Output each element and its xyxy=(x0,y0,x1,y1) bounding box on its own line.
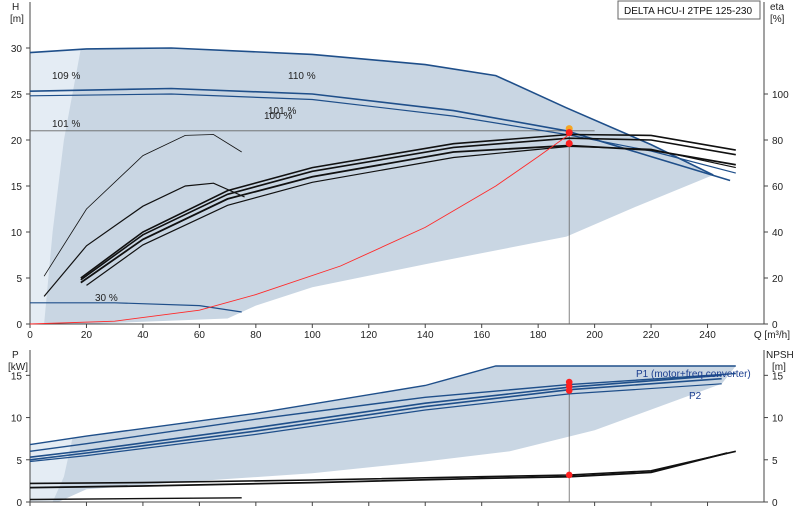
top-x-tick-label: 240 xyxy=(699,330,716,341)
operating-point-head xyxy=(565,129,573,137)
top-y-tick-label: 15 xyxy=(11,182,23,193)
bottom-y2-tick-label: 10 xyxy=(772,414,784,425)
top-x-tick-label: 160 xyxy=(473,330,490,341)
bottom-y2-axis-unit: [m] xyxy=(772,362,786,373)
bottom-y-tick-label: 5 xyxy=(16,456,22,467)
title-box xyxy=(617,0,761,20)
annotation-101-left: 101 % xyxy=(52,119,80,130)
series-p1-upper xyxy=(29,365,736,446)
series-eta-b2 xyxy=(80,137,736,281)
annotation-109: 109 % xyxy=(52,71,80,82)
bottom-y-tick-label: 15 xyxy=(11,371,23,382)
series-curve-30 xyxy=(30,302,242,313)
bottom-y2-tick-label: 0 xyxy=(772,498,778,509)
power-npsh-plot: 0 5 10 15 0 5 10 15 P[kW] NPSH[m] P1 (motor+freq.c… xyxy=(8,350,794,509)
bottom-y-tick-label: 0 xyxy=(16,498,22,509)
top-y-tick-label: 5 xyxy=(16,274,22,285)
top-x-tick-label: 20 xyxy=(81,330,93,341)
top-x-tick-label: 80 xyxy=(250,330,262,341)
top-y2-tick-label: 40 xyxy=(772,228,784,239)
x-axis-title: Q [m³/h] xyxy=(754,330,790,341)
annotation-100: 100 % xyxy=(264,111,292,122)
top-y-tick-label: 30 xyxy=(11,44,23,55)
annotation-30: 30 % xyxy=(95,293,118,304)
power-envelope-light xyxy=(30,438,73,502)
top-y2-axis-title: eta xyxy=(770,2,784,13)
operating-point-eta xyxy=(565,139,573,147)
top-x-tick-label: 120 xyxy=(360,330,377,341)
series-low-b xyxy=(29,452,728,489)
top-x-tick-label: 140 xyxy=(417,330,434,341)
top-y-tick-label: 20 xyxy=(11,136,23,147)
series-low-a xyxy=(29,450,736,485)
envelope-light-region xyxy=(30,48,81,325)
series-curve-101a xyxy=(29,87,731,182)
series-eta-red xyxy=(29,134,570,325)
head-efficiency-plot: 0 5 10 15 20 25 30 0 20 40 60 80 100 0 20 40 60 80 100 120 1… xyxy=(10,2,790,341)
legend-p2: P2 xyxy=(689,391,702,402)
power-operating-point xyxy=(565,471,573,479)
series-low-c xyxy=(29,497,242,501)
top-x-tick-label: 180 xyxy=(530,330,547,341)
bottom-y-tick-label: 10 xyxy=(11,414,23,425)
series-p2-b xyxy=(29,377,722,461)
series-p2-a xyxy=(29,374,722,458)
operating-envelope xyxy=(30,48,714,324)
top-y2-tick-label: 20 xyxy=(772,274,784,285)
chart-text-layer: DELTA HCU-I 2TPE 125-230 xyxy=(617,0,761,20)
top-y2-tick-label: 0 xyxy=(772,320,778,331)
top-x-tick-label: 220 xyxy=(643,330,660,341)
top-y2-tick-label: 100 xyxy=(772,90,789,101)
series-eta-thin xyxy=(43,134,242,277)
bottom-y-axis-title: P xyxy=(12,350,19,361)
series-curve-top xyxy=(29,47,714,176)
top-y2-axis-unit: [%] xyxy=(770,14,785,25)
top-y-tick-label: 10 xyxy=(11,228,23,239)
bottom-y2-tick-label: 5 xyxy=(772,456,778,467)
top-x-tick-label: 40 xyxy=(137,330,149,341)
power-envelope xyxy=(30,366,736,502)
annotation-110: 110 % xyxy=(288,71,316,82)
top-y2-tick-label: 60 xyxy=(772,182,784,193)
annotation-101-mid: 101 % xyxy=(268,106,296,117)
bottom-y2-tick-label: 15 xyxy=(772,371,784,382)
top-y2-tick-label: 80 xyxy=(772,136,784,147)
top-y-tick-label: 25 xyxy=(11,90,23,101)
top-y-axis-title: H xyxy=(12,2,19,13)
top-y-tick-label: 0 xyxy=(16,320,22,331)
series-eta-a xyxy=(43,182,245,297)
top-x-tick-label: 200 xyxy=(586,330,603,341)
bottom-y-axis-unit: [kW] xyxy=(8,362,28,373)
top-y-axis-unit: [m] xyxy=(10,14,24,25)
bottom-y2-axis-title: NPSH xyxy=(766,350,794,361)
chart-title: DELTA HCU-I 2TPE 125-230 xyxy=(624,6,752,17)
top-x-tick-label: 0 xyxy=(27,330,33,341)
power-operating-point xyxy=(565,378,573,386)
series-p2-c xyxy=(29,383,722,463)
series-p1-mid xyxy=(29,372,736,452)
top-x-tick-label: 100 xyxy=(304,330,321,341)
series-eta-b4 xyxy=(86,145,736,286)
series-eta-b1 xyxy=(80,133,736,279)
legend-p1: P1 (motor+freq.converter) xyxy=(636,369,751,380)
top-x-tick-label: 60 xyxy=(194,330,206,341)
